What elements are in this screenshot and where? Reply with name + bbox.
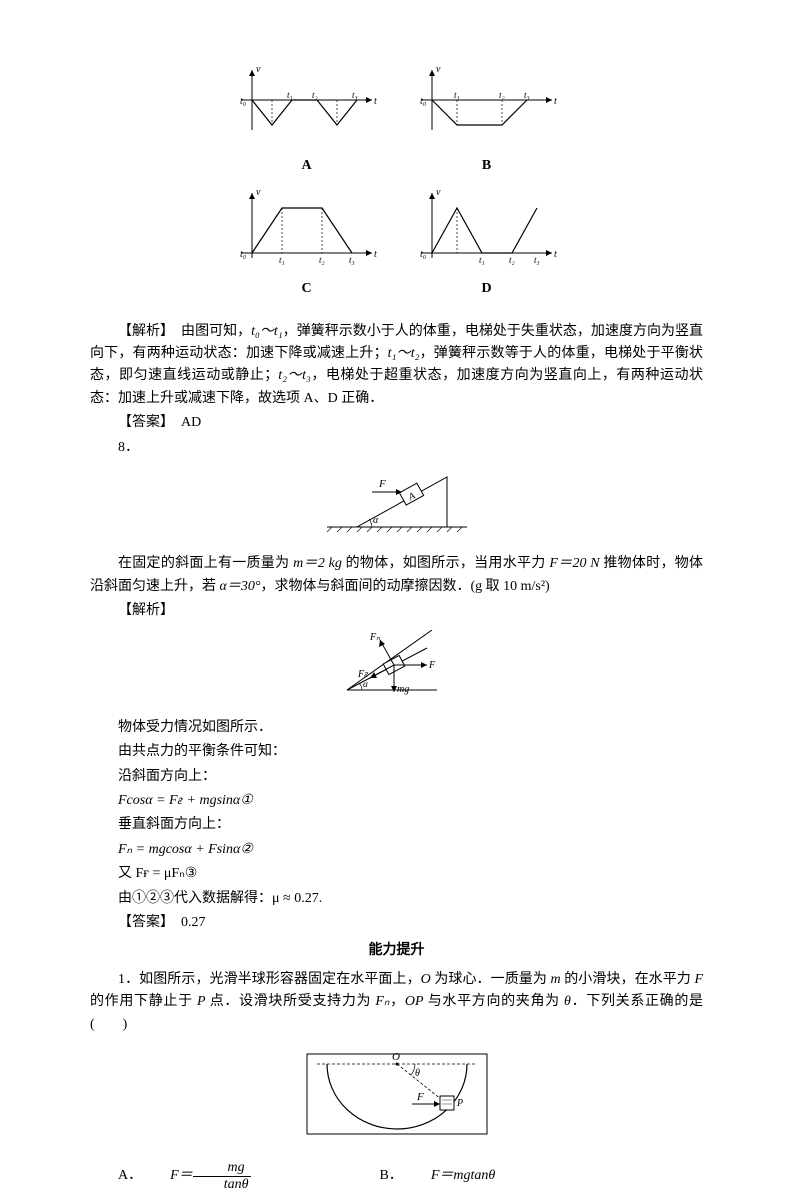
svg-text:O: O (392, 1051, 400, 1063)
f-label: F (378, 478, 386, 490)
svg-text:t₀: t₀ (420, 96, 427, 107)
alpha-label: α (373, 515, 379, 526)
analysis-prefix: 由图可知， (167, 324, 251, 339)
svg-text:t: t (554, 249, 557, 260)
svg-text:t: t (554, 96, 557, 107)
q8-answer: 【答案】 0.27 (90, 912, 703, 934)
q8-figure-1: A F α (90, 467, 703, 545)
svg-text:t₃: t₃ (524, 90, 530, 100)
graph-b-label: B (412, 155, 562, 177)
graph-c-label: C (232, 278, 382, 300)
fraction-a: mg tanθ (193, 1160, 252, 1192)
phase2: t₁～t₂ (388, 346, 420, 361)
answer-line: 【答案】 AD (90, 412, 703, 434)
svg-text:t₁: t₁ (479, 255, 485, 265)
svg-text:v: v (436, 64, 441, 75)
svg-text:t₃: t₃ (534, 255, 540, 265)
graph-row-2: v t t₀ t₁ t₂ t₃ C v t t₀ (90, 183, 703, 301)
svg-text:t₃: t₃ (352, 90, 358, 100)
svg-text:F: F (428, 660, 436, 671)
graph-row-1: v t t₀ t₁ t₂ t₃ A v t (90, 60, 703, 178)
q8-solution-label: 【解析】 (90, 600, 703, 622)
svg-text:v: v (256, 187, 261, 198)
graph-c: v t t₀ t₁ t₂ t₃ C (232, 183, 382, 301)
q8-fig1-svg: A F α (317, 467, 477, 537)
analysis-label: 【解析】 (118, 324, 167, 339)
q8-number: 8． (90, 437, 703, 459)
graph-d-label: D (412, 278, 562, 300)
svg-text:t: t (374, 96, 377, 107)
q8-line4: 垂直斜面方向上： (90, 814, 703, 836)
svg-text:t₁: t₁ (454, 90, 460, 100)
svg-text:v: v (256, 64, 261, 75)
s2-q1-figure: O θ P F (90, 1044, 703, 1152)
vt-graphs: v t t₀ t₁ t₂ t₃ A v t (90, 60, 703, 301)
choice-a: A． F＝ mg tanθ (90, 1160, 251, 1192)
section-title: 能力提升 (90, 940, 703, 962)
q8-line3: 沿斜面方向上： (90, 766, 703, 788)
svg-text:v: v (436, 187, 441, 198)
q8-fig2-svg: Fₙ F Fғ mg α (332, 630, 462, 700)
q8-eq2: Fₙ = mgcosα + Fsinα② (90, 839, 703, 861)
phase3: t₂～t₃ (278, 368, 311, 383)
svg-text:Fₙ: Fₙ (369, 632, 381, 643)
answer-label: 【答案】 (118, 415, 167, 430)
svg-text:t₃: t₃ (349, 255, 355, 265)
choice-b: B． F＝mgtanθ (351, 1160, 495, 1192)
svg-text:θ: θ (415, 1068, 420, 1079)
bowl-svg: O θ P F (297, 1044, 497, 1144)
graph-d: v t t₀ t₁ t₂ t₃ D (412, 183, 562, 301)
graph-d-svg: v t t₀ t₁ t₂ t₃ (412, 183, 562, 268)
svg-text:t: t (374, 249, 377, 260)
graph-a: v t t₀ t₁ t₂ t₃ A (232, 60, 382, 178)
graph-b-svg: v t t₀ t₁ t₂ t₃ (412, 60, 562, 145)
choice-row: A． F＝ mg tanθ B． F＝mgtanθ (90, 1160, 703, 1192)
q8-figure-2: Fₙ F Fғ mg α (90, 630, 703, 708)
svg-text:mg: mg (397, 684, 409, 695)
q8-line5: 又 Fғ = μFₙ③ (90, 863, 703, 885)
q8-line2: 由共点力的平衡条件可知： (90, 741, 703, 763)
svg-text:P: P (456, 1098, 463, 1109)
svg-text:t₂: t₂ (319, 255, 325, 265)
svg-text:t₀: t₀ (240, 96, 247, 107)
svg-text:t₁: t₁ (287, 90, 293, 100)
svg-text:t₁: t₁ (279, 255, 285, 265)
svg-text:t₂: t₂ (499, 90, 505, 100)
svg-text:F: F (416, 1091, 424, 1103)
graph-c-svg: v t t₀ t₁ t₂ t₃ (232, 183, 382, 268)
svg-text:t₀: t₀ (420, 249, 427, 260)
analysis-para: 【解析】 由图可知，t₀～t₁，弹簧秤示数小于人的体重，电梯处于失重状态，加速度… (90, 321, 703, 411)
phase1: t₀～t₁ (251, 324, 283, 339)
graph-a-svg: v t t₀ t₁ t₂ t₃ (232, 60, 382, 145)
svg-text:t₂: t₂ (509, 255, 515, 265)
graph-a-label: A (232, 155, 382, 177)
q8-line1: 物体受力情况如图所示． (90, 717, 703, 739)
answer-value: AD (181, 415, 201, 430)
svg-text:t₀: t₀ (240, 249, 247, 260)
q8-eq1: Fcosα = Fғ + mgsinα① (90, 790, 703, 812)
q8-text: 在固定的斜面上有一质量为 m＝2 kg 的物体，如图所示，当用水平力 F＝20 … (90, 553, 703, 598)
svg-text:t₂: t₂ (312, 90, 318, 100)
q8-line6: 由①②③代入数据解得：μ ≈ 0.27. (90, 888, 703, 910)
svg-text:α: α (363, 679, 368, 689)
graph-b: v t t₀ t₁ t₂ t₃ B (412, 60, 562, 178)
s2-q1-text: 1．如图所示，光滑半球形容器固定在水平面上，O 为球心．一质量为 m 的小滑块，… (90, 969, 703, 1036)
